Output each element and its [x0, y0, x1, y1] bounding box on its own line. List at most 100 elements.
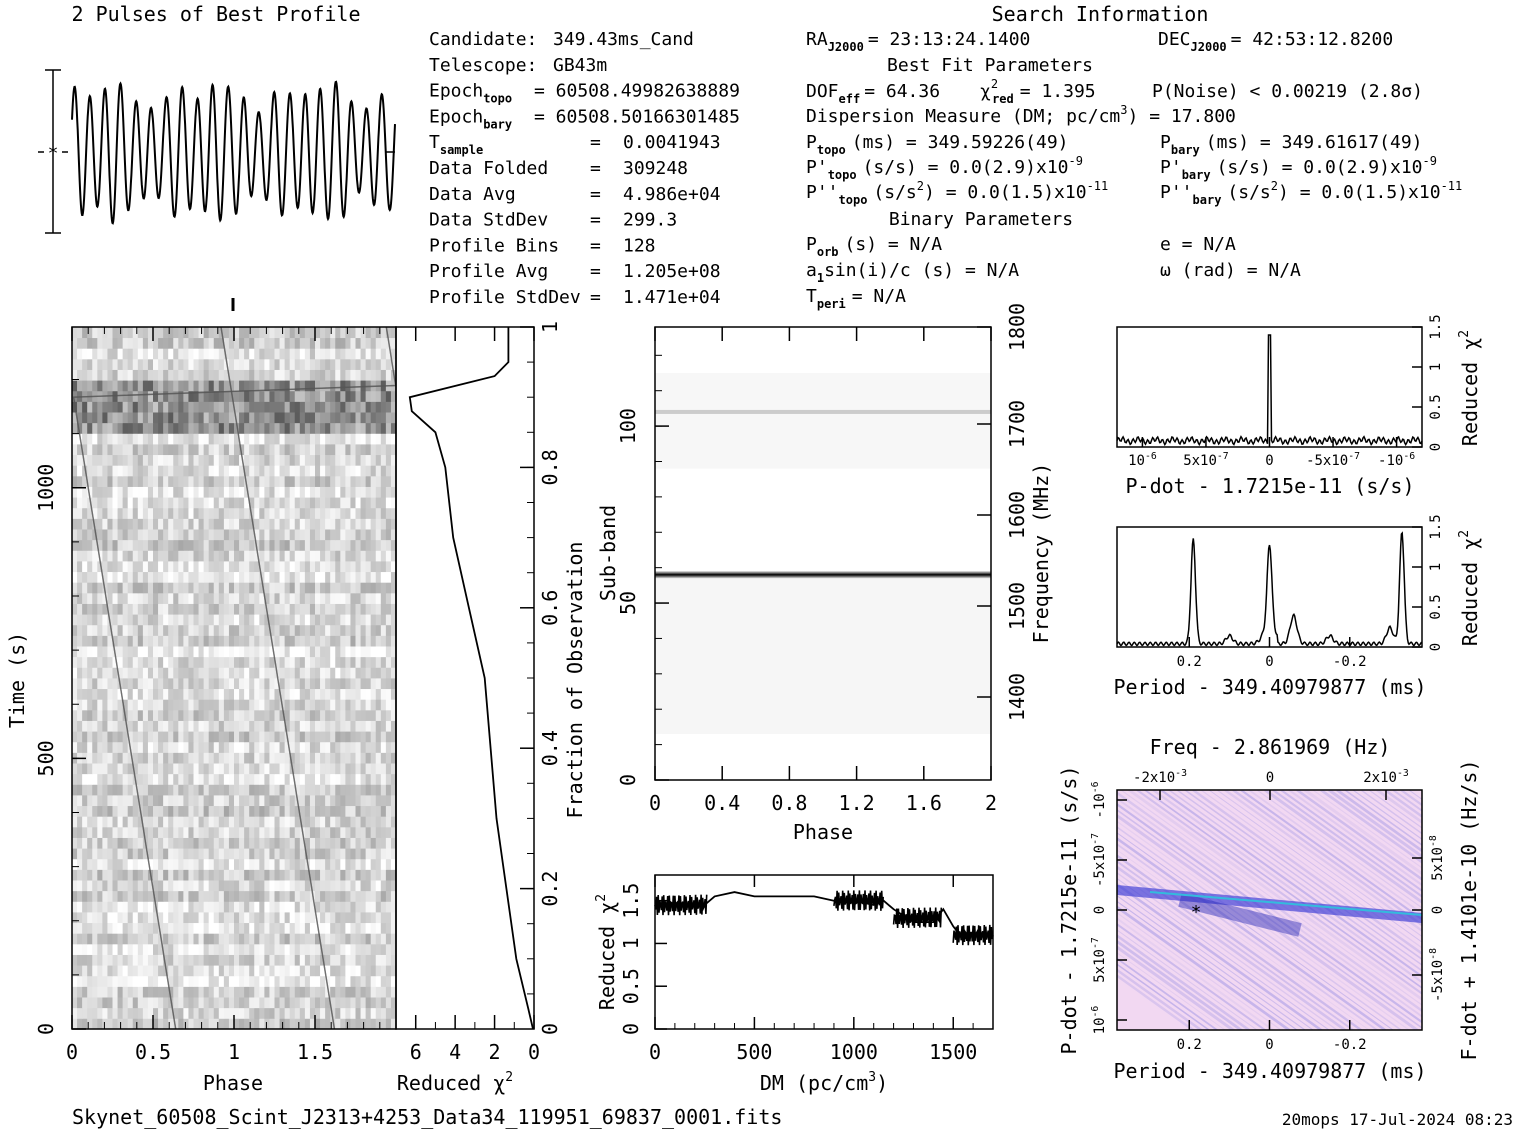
time-phase-cell — [223, 731, 230, 743]
time-phase-cell — [168, 497, 174, 509]
time-phase-cell — [274, 678, 280, 690]
time-phase-cell — [168, 465, 174, 477]
time-phase-cell — [122, 412, 129, 424]
time-phase-cell — [284, 954, 291, 966]
time-phase-cell — [375, 444, 382, 456]
time-phase-cell — [315, 582, 321, 594]
time-phase-cell — [153, 656, 159, 668]
time-phase-cell — [264, 412, 270, 424]
time-phase-cell — [223, 497, 230, 509]
time-phase-cell — [335, 678, 341, 690]
time-phase-cell — [87, 975, 93, 987]
time-phase-cell — [330, 954, 336, 966]
time-phase-cell — [315, 699, 321, 711]
time-phase-cell — [385, 497, 392, 509]
time-phase-cell — [345, 837, 351, 849]
time-phase-cell — [269, 539, 275, 551]
time-phase-cell — [254, 880, 260, 892]
time-phase-cell — [77, 444, 83, 456]
time-phase-cell — [274, 635, 280, 647]
time-phase-cell — [274, 390, 280, 402]
time-phase-cell — [390, 348, 396, 360]
time-phase-cell — [370, 1007, 377, 1019]
time-phase-cell — [178, 795, 184, 807]
time-phase-cell — [168, 614, 174, 626]
time-phase-cell — [178, 858, 184, 870]
time-phase-cell — [203, 550, 210, 562]
time-phase-cell — [315, 327, 321, 339]
time-phase-cell — [304, 752, 311, 764]
time-phase-cell — [208, 550, 215, 562]
time-phase-cell — [122, 678, 129, 690]
time-phase-cell — [380, 731, 387, 743]
time-phase-cell — [234, 358, 240, 370]
time-phase-cell — [365, 816, 372, 828]
time-phase-cell — [299, 475, 306, 487]
time-phase-cell — [173, 454, 179, 466]
time-phase-cell — [163, 763, 169, 775]
time-phase-cell — [137, 635, 144, 647]
dof-row: DOFeff = 64.36 — [806, 81, 940, 106]
time-phase-cell — [218, 837, 225, 849]
a1sini-row: a1sin(i)/c (s) = N/A — [806, 260, 1019, 285]
time-phase-cell — [173, 401, 179, 413]
time-phase-cell — [360, 603, 367, 615]
time-phase-cell — [127, 561, 134, 573]
time-phase-cell — [269, 486, 275, 498]
time-phase-cell — [168, 752, 174, 764]
time-phase-cell — [350, 369, 356, 381]
time-phase-cell — [380, 369, 387, 381]
time-phase-cell — [208, 975, 215, 987]
time-phase-cell — [365, 848, 372, 860]
time-phase-cell — [309, 795, 316, 807]
time-phase-cell — [355, 869, 361, 881]
time-phase-cell — [218, 433, 225, 445]
time-phase-cell — [213, 624, 220, 636]
time-phase-cell — [112, 826, 118, 838]
time-phase-cell — [360, 752, 367, 764]
time-phase-cell — [320, 826, 326, 838]
time-phase-cell — [198, 965, 205, 977]
time-phase-cell — [228, 869, 235, 881]
time-phase-cell — [153, 795, 159, 807]
time-phase-cell — [122, 571, 129, 583]
time-phase-cell — [112, 997, 118, 1009]
time-phase-cell — [198, 678, 205, 690]
time-phase-cell — [198, 699, 205, 711]
time-phase-cell — [234, 880, 240, 892]
time-phase-cell — [360, 709, 367, 721]
time-phase-cell — [102, 571, 108, 583]
time-phase-cell — [234, 943, 240, 955]
time-phase-cell — [284, 646, 291, 658]
time-phase-cell — [289, 529, 296, 541]
time-phase-cell — [269, 327, 275, 339]
time-phase-cell — [335, 890, 341, 902]
time-phase-cell — [320, 997, 326, 1009]
time-phase-cell — [340, 433, 346, 445]
time-phase-cell — [137, 678, 144, 690]
time-phase-cell — [173, 412, 179, 424]
time-phase-cell — [158, 401, 164, 413]
time-phase-cell — [360, 475, 367, 487]
time-phase-cell — [92, 826, 98, 838]
time-phase-cell — [390, 571, 396, 583]
time-phase-cell — [77, 678, 83, 690]
time-phase-cell — [390, 582, 396, 594]
time-phase-cell — [223, 709, 230, 721]
time-phase-cell — [264, 614, 270, 626]
time-phase-cell — [198, 805, 205, 817]
time-phase-cell — [168, 412, 174, 424]
time-phase-cell — [82, 986, 88, 998]
time-phase-cell — [380, 709, 387, 721]
time-phase-cell — [360, 529, 367, 541]
time-phase-cell — [304, 816, 311, 828]
time-phase-cell — [77, 592, 83, 604]
time-phase-cell — [269, 475, 275, 487]
time-phase-cell — [102, 752, 108, 764]
time-phase-cell — [107, 880, 113, 892]
time-phase-cell — [284, 773, 291, 785]
time-phase-cell — [274, 539, 280, 551]
time-phase-cell — [142, 667, 149, 679]
time-phase-cell — [335, 592, 341, 604]
time-phase-cell — [72, 805, 78, 817]
